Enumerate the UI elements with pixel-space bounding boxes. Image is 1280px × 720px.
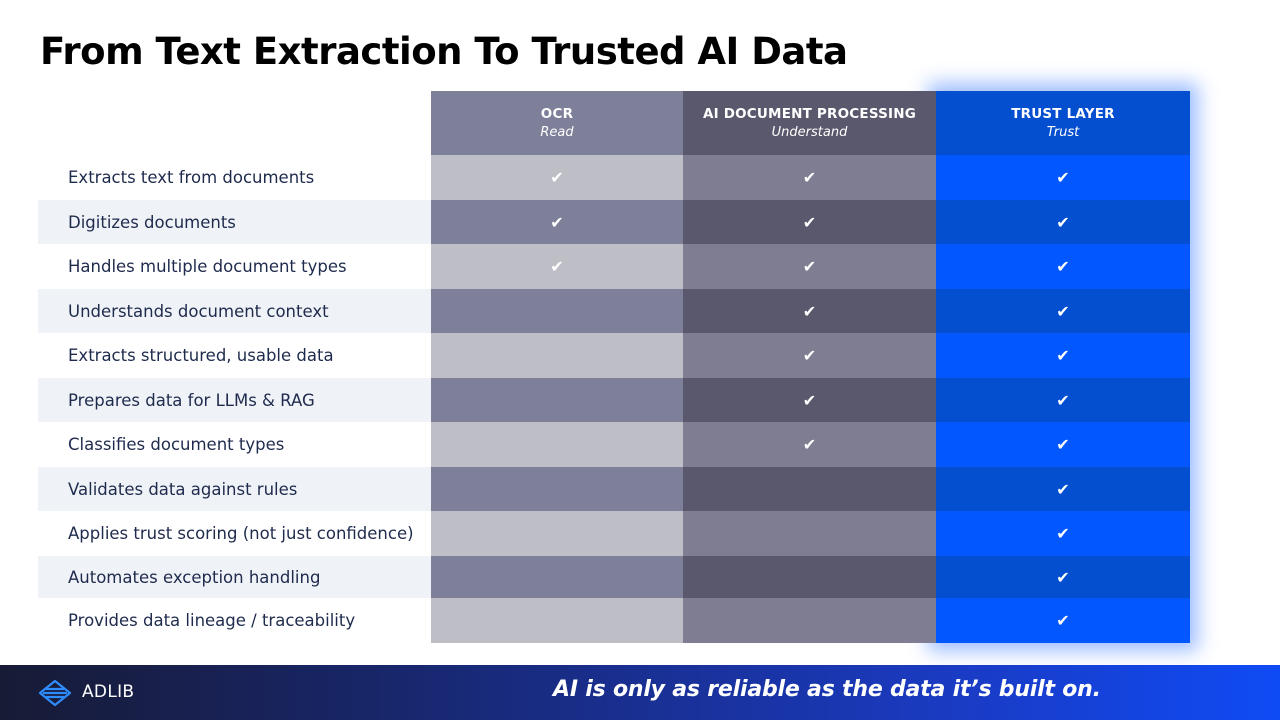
column-header-subtitle: Trust [1046,125,1080,140]
checkmark-icon: ✔ [1056,301,1070,321]
column-header-subtitle: Read [540,125,574,140]
checkmark-icon: ✔ [1056,567,1070,587]
row-label: Handles multiple document types [68,257,347,276]
cell-ocr [431,511,683,556]
cell-ai-document-processing [683,556,936,598]
checkmark-icon: ✔ [802,168,817,187]
cell-trust-layer: ✔ [936,511,1190,556]
footer-tagline: AI is only as reliable as the data it’s … [553,677,1101,702]
row-label: Automates exception handling [38,556,431,598]
checkmark-icon: ✔ [802,346,817,365]
adlib-logo-icon [38,679,72,707]
checkmark-icon: ✔ [1056,479,1070,499]
cell-ocr: ✔ [431,244,683,289]
checkmark-icon: ✔ [802,435,817,454]
cell-ai-document-processing: ✔ [683,200,936,244]
cell-ocr [431,598,683,643]
cell-ai-document-processing: ✔ [683,333,936,378]
checkmark-icon: ✔ [802,390,817,410]
cell-trust-layer: ✔ [936,556,1190,598]
row-label: Extracts text from documents [68,168,315,187]
row-label: Understands document context [38,289,431,333]
checkmark-icon: ✔ [802,212,817,232]
row-label: Extracts structured, usable data [68,346,334,365]
page-title: From Text Extraction To Trusted AI Data [40,30,848,73]
checkmark-icon: ✔ [1056,390,1070,410]
cell-trust-layer: ✔ [936,422,1190,467]
checkmark-icon: ✔ [802,301,817,321]
column-header-name: AI DOCUMENT PROCESSING [702,106,917,122]
cell-ocr: ✔ [431,200,683,244]
comparison-table: OCR Read AI DOCUMENT PROCESSING Understa… [38,91,1190,643]
row-label: Prepares data for LLMs & RAG [38,378,431,422]
table-row: Extracts text from documents ✔ ✔ ✔ [38,155,1190,200]
cell-trust-layer: ✔ [936,333,1190,378]
cell-ai-document-processing: ✔ [683,289,936,333]
column-header-subtitle: Understand [771,125,848,140]
checkmark-icon: ✔ [550,212,564,232]
checkmark-icon: ✔ [1056,168,1070,187]
cell-ai-document-processing: ✔ [683,155,936,200]
table-row: Applies trust scoring (not just confiden… [38,511,1190,556]
checkmark-icon: ✔ [550,168,564,187]
checkmark-icon: ✔ [1056,257,1070,276]
table-row: Digitizes documents ✔ ✔ ✔ [38,200,1190,244]
table-row: Prepares data for LLMs & RAG ✔ ✔ [38,378,1190,422]
checkmark-icon: ✔ [1056,524,1070,543]
checkmark-icon: ✔ [550,257,564,276]
checkmark-icon: ✔ [802,257,817,276]
row-label: Digitizes documents [38,200,431,244]
column-header-ocr: OCR Read [431,91,683,155]
column-header-trust-layer: TRUST LAYER Trust [936,91,1190,155]
cell-ocr: ✔ [431,155,683,200]
cell-ai-document-processing: ✔ [683,378,936,422]
cell-trust-layer: ✔ [936,244,1190,289]
checkmark-icon: ✔ [1056,611,1070,630]
cell-ocr [431,333,683,378]
column-header-name: TRUST LAYER [1011,106,1115,122]
checkmark-icon: ✔ [1056,212,1070,232]
cell-trust-layer: ✔ [936,467,1190,511]
cell-ocr [431,289,683,333]
table-row: Classifies document types ✔ ✔ [38,422,1190,467]
table-header: OCR Read AI DOCUMENT PROCESSING Understa… [38,91,1190,155]
cell-trust-layer: ✔ [936,289,1190,333]
table-row: Understands document context ✔ ✔ [38,289,1190,333]
cell-ai-document-processing [683,598,936,643]
table-row: Handles multiple document types ✔ ✔ ✔ [38,244,1190,289]
cell-trust-layer: ✔ [936,155,1190,200]
cell-trust-layer: ✔ [936,598,1190,643]
cell-ocr [431,378,683,422]
cell-ai-document-processing [683,511,936,556]
cell-ocr [431,556,683,598]
cell-ai-document-processing: ✔ [683,244,936,289]
table-row: Validates data against rules ✔ [38,467,1190,511]
checkmark-icon: ✔ [1056,435,1070,454]
row-label: Applies trust scoring (not just confiden… [68,524,414,543]
cell-ai-document-processing: ✔ [683,422,936,467]
row-label: Classifies document types [68,435,285,454]
row-label: Provides data lineage / traceability [68,611,356,630]
table-row: Automates exception handling ✔ [38,556,1190,598]
column-header-ai-document-processing: AI DOCUMENT PROCESSING Understand [683,91,936,155]
checkmark-icon: ✔ [1056,346,1070,365]
column-header-name: OCR [540,106,574,122]
footer-bar: ADLIB AI is only as reliable as the data… [0,665,1280,720]
cell-trust-layer: ✔ [936,378,1190,422]
cell-ocr [431,467,683,511]
brand-name: ADLIB [82,682,135,702]
cell-ai-document-processing [683,467,936,511]
table-row: Extracts structured, usable data ✔ ✔ [38,333,1190,378]
table-row: Provides data lineage / traceability ✔ [38,598,1190,643]
cell-ocr [431,422,683,467]
row-label: Validates data against rules [38,467,431,511]
cell-trust-layer: ✔ [936,200,1190,244]
